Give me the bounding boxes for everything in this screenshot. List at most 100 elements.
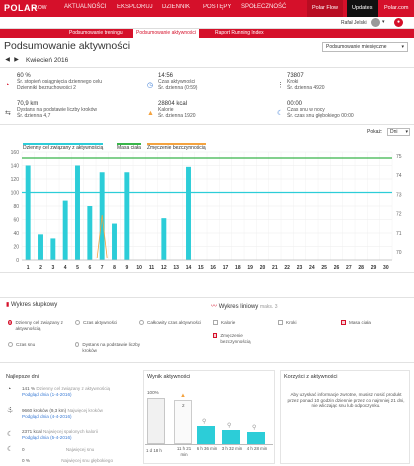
stat-active-time-value: 14:56 bbox=[158, 73, 174, 79]
y-tick-label: 160 bbox=[11, 150, 20, 156]
stat-active-time: 14:56 Czas aktywności Śr. dzienna (0:59) bbox=[158, 73, 278, 91]
stat-sleep-value: 00:00 bbox=[287, 101, 303, 107]
period-nav: ◀ ▶ Kwiecień 2016 bbox=[4, 56, 68, 64]
y-tick-label: 80 bbox=[13, 204, 19, 210]
best-calories-label: Najwięcej spalonych kalorii bbox=[42, 429, 98, 434]
best-steps-link[interactable]: Podgląd dnia (4-4-2016) bbox=[22, 413, 72, 419]
prev-arrow-icon[interactable]: ◀ bbox=[5, 57, 10, 63]
best-goal: 141 % Dzienny cel związany z aktywnością… bbox=[22, 386, 140, 397]
radio-button[interactable] bbox=[8, 342, 13, 347]
time-rest: 11 h 21 min bbox=[176, 446, 192, 457]
bar bbox=[50, 238, 56, 260]
radio-distance-label: Dystans na podstawie liczby kroków bbox=[82, 342, 141, 353]
medium-activity-bar bbox=[222, 430, 240, 444]
radio-button[interactable] bbox=[75, 320, 80, 325]
flow-logo: FLOW bbox=[32, 5, 47, 11]
stat-calories-value: 28804 kcal bbox=[158, 101, 188, 107]
stat-goal-sub: Dzienniki bezruchowości 2 bbox=[17, 85, 76, 91]
inactivity-alert-icon: ▲ bbox=[180, 393, 186, 399]
y-tick-label: 40 bbox=[13, 231, 19, 237]
best-goal-link[interactable]: Podgląd dnia (1-4-2016) bbox=[22, 391, 72, 397]
nav-explore[interactable]: EKSPLORUJ bbox=[117, 4, 153, 10]
x-tick-label: 30 bbox=[383, 265, 389, 271]
x-tick-label: 16 bbox=[210, 265, 216, 271]
checkbox[interactable] bbox=[213, 333, 218, 338]
checkbox[interactable] bbox=[341, 320, 346, 325]
period-select[interactable]: Podsumowanie miesięczne ▾ bbox=[322, 42, 408, 52]
checkbox[interactable] bbox=[278, 320, 283, 325]
radio-distance[interactable]: Dystans na podstawie liczby kroków bbox=[75, 342, 141, 353]
polar-flow-link[interactable]: Polar Flow bbox=[307, 0, 343, 17]
bar bbox=[87, 206, 93, 260]
stat-calories-label: Kalorie bbox=[158, 107, 174, 113]
y-tick-label: 100 bbox=[11, 191, 20, 197]
stat-active-time-label: Czas aktywności bbox=[158, 79, 196, 85]
check-steps[interactable]: Kroki bbox=[278, 320, 296, 326]
best-calories-link[interactable]: Podgląd dnia (5-4-2016) bbox=[22, 434, 72, 440]
activity-benefit-text: Aby uzyskać informacje zwrotne, musisz n… bbox=[287, 392, 405, 408]
tab-training-summary[interactable]: Podsumowanie treningu bbox=[69, 30, 123, 36]
nav-progress[interactable]: POSTĘPY bbox=[203, 4, 232, 10]
walk-fast-icon: ⚲ bbox=[227, 423, 232, 429]
x-tick-label: 13 bbox=[173, 265, 179, 271]
best-deep-sleep: 0 % Najwięcej snu głębokiego bbox=[22, 458, 140, 464]
nav-news[interactable]: AKTUALNOŚCI bbox=[64, 4, 107, 10]
radio-button[interactable] bbox=[8, 320, 13, 325]
tab-running-index[interactable]: Raport Running Index bbox=[215, 30, 264, 36]
rest-bar bbox=[174, 400, 192, 444]
bar-chart-icon: ▮ bbox=[6, 302, 10, 308]
x-tick-label: 17 bbox=[223, 265, 229, 271]
radio-total-active[interactable]: Całkowity czas aktywności bbox=[139, 320, 205, 326]
line-chart-title-text: Wykres liniowy bbox=[218, 304, 259, 310]
radio-sleep[interactable]: Czas snu bbox=[8, 342, 68, 348]
goal-icon: ◔ bbox=[7, 386, 12, 393]
user-name[interactable]: Rafał Jelski bbox=[341, 20, 367, 26]
legend-goal: Dzienny cel związany z aktywnością bbox=[23, 143, 104, 151]
y2-tick-label: 75 bbox=[396, 154, 402, 160]
notification-icon[interactable]: ● bbox=[394, 18, 403, 27]
stat-calories-sub: Śr. dzienna 1920 bbox=[158, 113, 196, 119]
radio-button[interactable] bbox=[139, 320, 144, 325]
x-tick-label: 23 bbox=[297, 265, 303, 271]
radio-active-time[interactable]: Czas aktywności bbox=[75, 320, 140, 326]
best-goal-value: 141 % bbox=[22, 386, 36, 391]
check-calories-label: Kalorie bbox=[221, 320, 236, 325]
chevron-down-icon[interactable]: ▾ bbox=[382, 19, 385, 25]
best-sleep-label: Najwięcej snu bbox=[65, 447, 95, 452]
moon-icon: ☾ bbox=[277, 110, 284, 117]
x-tick-label: 22 bbox=[284, 265, 290, 271]
x-tick-label: 8 bbox=[113, 265, 116, 271]
x-tick-label: 24 bbox=[309, 265, 315, 271]
radio-button[interactable] bbox=[75, 342, 80, 347]
light-activity-bar bbox=[197, 426, 215, 444]
y-tick-label: 20 bbox=[13, 245, 19, 251]
x-tick-label: 2 bbox=[39, 265, 42, 271]
polar-logo[interactable]: POLAR bbox=[4, 3, 38, 13]
granularity-select[interactable]: Dni ▾ bbox=[387, 128, 410, 136]
radio-goal[interactable]: Dzienny cel związany z aktywnością bbox=[8, 320, 76, 331]
polar-com-link[interactable]: Polar.com bbox=[384, 5, 409, 11]
activity-benefit-panel bbox=[280, 370, 410, 464]
stat-sleep-sub: Śr. czas snu głębokiego 00:00 bbox=[287, 113, 354, 119]
avatar[interactable] bbox=[371, 18, 380, 27]
best-days-title: Najlepsze dni bbox=[6, 374, 40, 380]
inactivity-line bbox=[96, 214, 108, 259]
x-tick-label: 7 bbox=[101, 265, 104, 271]
next-arrow-icon[interactable]: ▶ bbox=[14, 57, 19, 63]
nav-community[interactable]: SPOŁECZNOŚĆ bbox=[241, 4, 287, 10]
checkbox[interactable] bbox=[213, 320, 218, 325]
stat-goal: 60 % Śr. stopień osiągnięcia dziennego c… bbox=[17, 73, 137, 91]
line-chart-max: maks. 3 bbox=[259, 304, 278, 310]
stat-steps: 73807 Kroki Śr. dzienna 4920 bbox=[287, 73, 407, 91]
line-chart-icon: 〰 bbox=[211, 304, 218, 310]
x-tick-label: 11 bbox=[149, 265, 155, 271]
tab-activity-summary[interactable]: Podsumowanie aktywności bbox=[133, 29, 200, 38]
check-weight[interactable]: Masa ciała bbox=[341, 320, 371, 326]
stat-distance-sub: Śr. dzienna 4,7 bbox=[17, 113, 51, 119]
updates-link[interactable]: Updates bbox=[347, 0, 378, 17]
check-calories[interactable]: Kalorie bbox=[213, 320, 235, 326]
nav-diary[interactable]: DZIENNIK bbox=[162, 4, 191, 10]
radio-total-active-label: Całkowity czas aktywności bbox=[147, 320, 202, 325]
check-inactivity[interactable]: Zmęczenie bezczynnością bbox=[213, 333, 263, 344]
